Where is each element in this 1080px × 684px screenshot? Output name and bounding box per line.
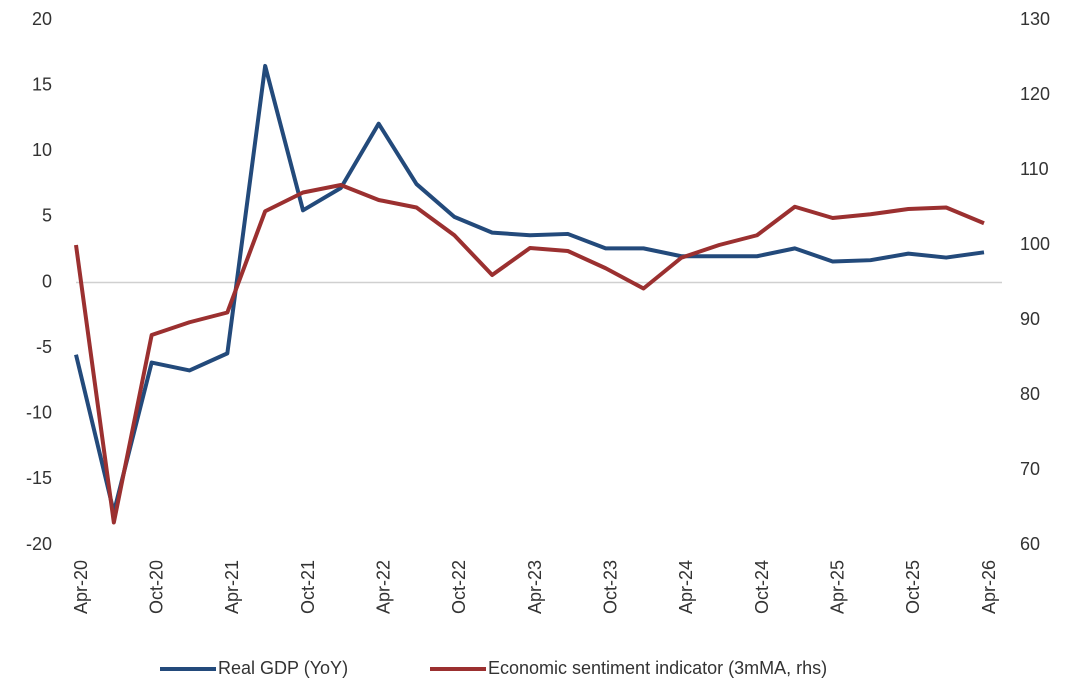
y-tick-label: 20 (32, 9, 52, 29)
y-tick-label: -10 (26, 403, 52, 423)
x-tick-label: Oct-23 (600, 560, 620, 614)
y2-tick-label: 120 (1020, 84, 1050, 104)
x-tick-label: Apr-23 (525, 560, 545, 614)
x-tick-label: Apr-22 (373, 560, 393, 614)
y-tick-label: -20 (26, 534, 52, 554)
x-tick-label: Oct-24 (752, 560, 772, 614)
y2-tick-label: 60 (1020, 534, 1040, 554)
x-tick-label: Apr-20 (71, 560, 91, 614)
y2-tick-label: 70 (1020, 459, 1040, 479)
x-tick-label: Apr-21 (222, 560, 242, 614)
y-tick-label: 10 (32, 140, 52, 160)
y2-tick-label: 100 (1020, 234, 1050, 254)
y2-tick-label: 110 (1020, 159, 1049, 179)
x-tick-label: Apr-26 (979, 560, 999, 614)
y-tick-label: -15 (26, 468, 52, 488)
series-line (74, 63, 985, 515)
legend-label: Economic sentiment indicator (3mMA, rhs) (488, 658, 827, 678)
y-tick-label: 15 (32, 74, 52, 94)
series-line (74, 183, 985, 525)
x-tick-label: Oct-21 (298, 560, 318, 614)
x-tick-label: Apr-24 (676, 560, 696, 614)
x-tick-label: Oct-22 (449, 560, 469, 614)
x-tick-label: Oct-25 (903, 560, 923, 614)
y2-tick-label: 130 (1020, 9, 1050, 29)
x-tick-label: Apr-25 (827, 560, 847, 614)
legend-label: Real GDP (YoY) (218, 658, 348, 678)
y2-tick-label: 90 (1020, 309, 1040, 329)
x-tick-label: Oct-20 (146, 560, 166, 614)
y-tick-label: -5 (36, 337, 52, 357)
y-tick-label: 5 (42, 206, 52, 226)
y-tick-label: 0 (42, 271, 52, 291)
y2-tick-label: 80 (1020, 384, 1040, 404)
